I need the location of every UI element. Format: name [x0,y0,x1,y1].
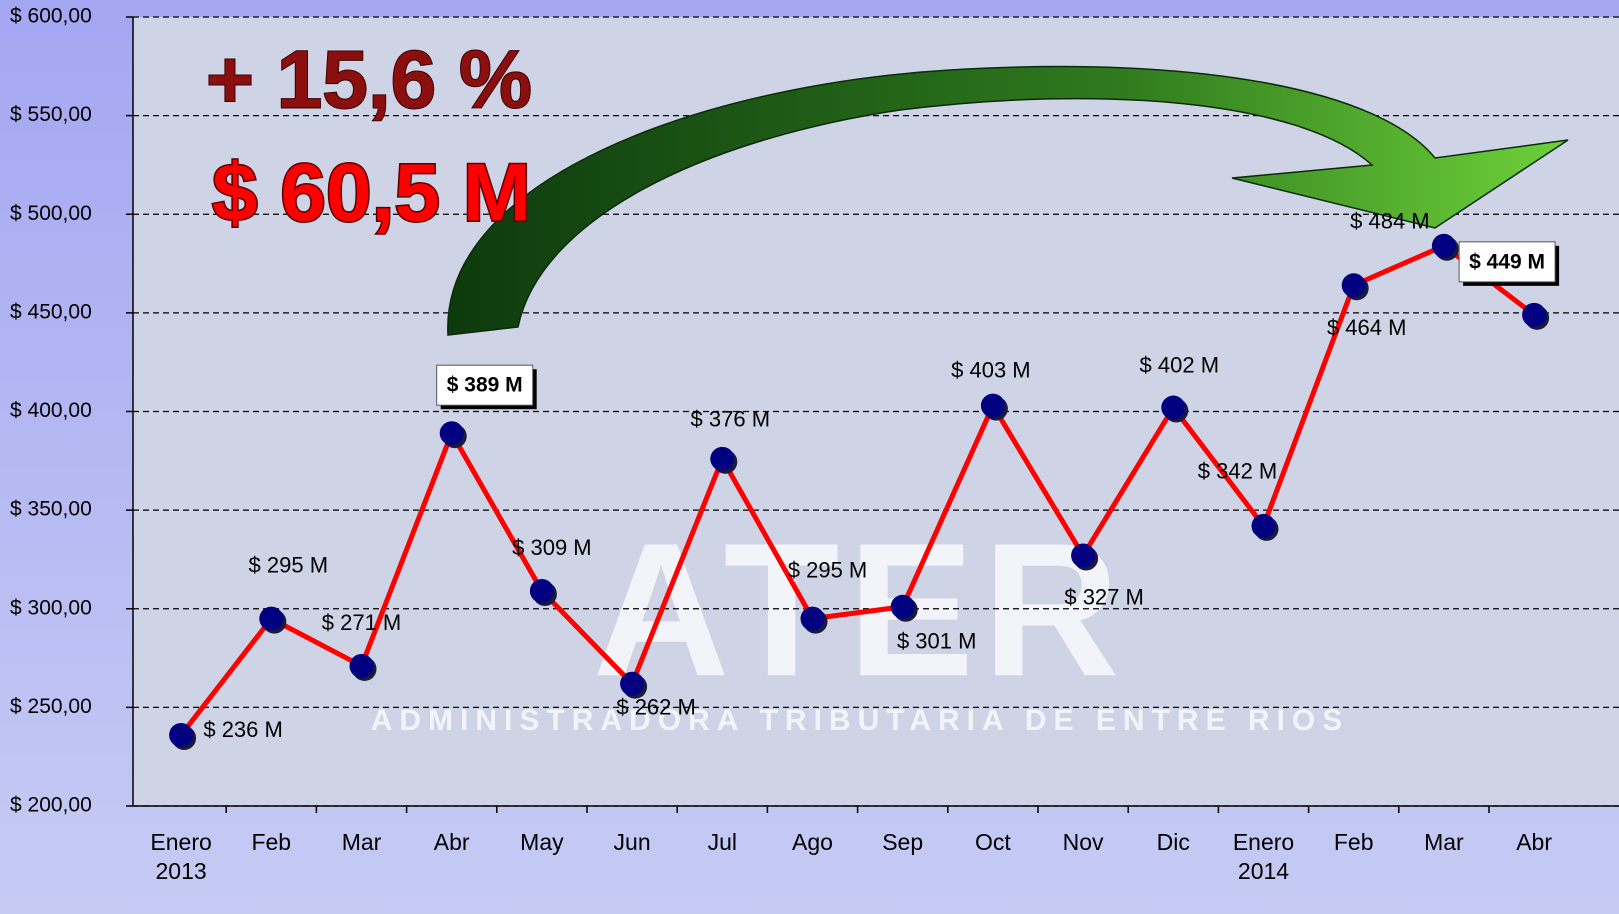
x-tick-label: Abr [433,829,470,855]
marker [529,578,554,603]
watermark-title: ATER [592,504,1127,716]
annotation: $ 60,5 M [212,148,531,239]
y-tick-label: $ 250,00 [10,695,92,718]
x-tick-label: Mar [1424,829,1464,855]
data-label: $ 376 M [691,407,771,432]
x-tick-label: Enero 2014 [1232,829,1295,884]
data-label: $ 301 M [897,629,977,654]
data-label: $ 484 M [1350,209,1430,234]
y-tick-label: $ 450,00 [10,300,92,323]
arrow [447,65,1569,336]
marker [439,421,464,446]
data-label: $ 327 M [1064,584,1144,609]
marker [890,594,915,619]
label-box [436,364,534,406]
x-tick-label: Oct [975,829,1011,855]
data-label: $ 262 M [616,695,696,720]
marker [169,722,194,747]
data-label: $ 464 M [1327,315,1407,340]
marker [1341,273,1366,298]
data-label: $ 271 M [322,610,402,635]
line [179,243,1536,737]
y-tick-label: $ 500,00 [10,202,92,225]
x-tick-label: Mar [341,829,382,855]
label-box [1458,241,1556,283]
x-tick-label: Feb [1333,829,1374,855]
marker [800,606,825,631]
x-tick-label: Feb [251,829,292,855]
marker [259,606,284,631]
data-label: $ 309 M [512,535,592,560]
y-tick-label: $ 400,00 [10,399,92,422]
x-tick-label: Abr [1516,829,1552,855]
marker [1071,543,1096,568]
marker [1431,233,1456,258]
x-tick-label: Jun [613,829,651,855]
data-label: $ 342 M [1198,459,1278,484]
y-tick-label: $ 550,00 [10,103,92,126]
x-tick-label: May [520,829,564,855]
x-tick-label: Enero 2013 [150,829,212,884]
data-label: $ 389 M [447,374,523,397]
x-tick-label: Nov [1062,829,1104,855]
x-tick-label: Ago [792,829,833,855]
data-label: $ 295 M [788,557,868,582]
marker [1251,513,1276,538]
y-tick-label: $ 350,00 [10,498,92,521]
x-tick-label: Jul [707,829,737,855]
marker [620,671,645,696]
data-label: $ 403 M [951,357,1031,382]
data-label: $ 295 M [249,552,329,577]
data-label: $ 236 M [203,717,283,742]
data-label: $ 449 M [1469,250,1545,273]
marker [349,653,374,678]
y-tick-label: $ 300,00 [10,596,92,619]
y-tick-label: $ 600,00 [10,5,92,28]
x-tick-label: Dic [1156,829,1190,855]
y-tick-label: $ 200,00 [10,794,92,817]
data-label: $ 402 M [1140,352,1220,377]
x-tick-label: Sep [882,829,924,855]
marker [1161,395,1186,420]
watermark: ATER ADMINISTRADORA TRIBUTARIA DE ENTRE … [371,504,1350,737]
annotation: + 15,6 % [206,35,532,126]
watermark-subtitle: ADMINISTRADORA TRIBUTARIA DE ENTRE RIOS [371,704,1350,737]
marker [1522,302,1547,327]
marker [980,393,1005,418]
marker [710,446,735,471]
